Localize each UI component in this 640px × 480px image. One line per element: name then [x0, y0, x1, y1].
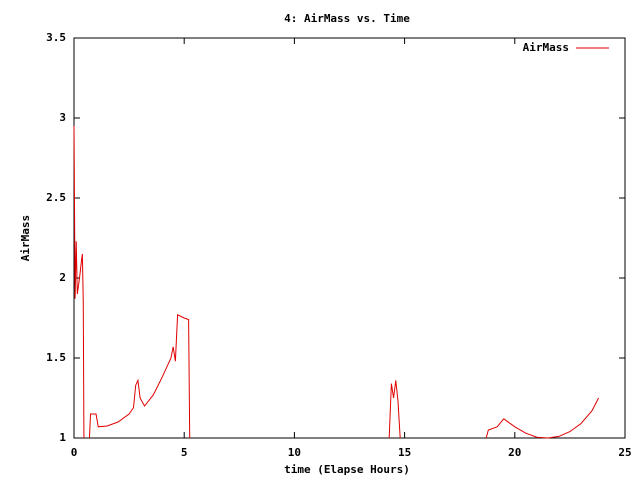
- x-tick-label: 20: [508, 446, 521, 459]
- plot-frame: [73, 37, 626, 439]
- y-tick-label: 2.5: [46, 191, 66, 204]
- x-tick-label: 5: [181, 446, 188, 459]
- y-tick-label: 1.5: [46, 351, 66, 364]
- x-tick-label: 25: [618, 446, 631, 459]
- y-tick-label: 3.5: [46, 31, 66, 44]
- x-tick-label: 15: [398, 446, 411, 459]
- y-axis-label: AirMass: [19, 215, 32, 261]
- x-tick-label: 10: [288, 446, 301, 459]
- y-tick-label: 1: [59, 431, 66, 444]
- y-tick-label: 3: [59, 111, 66, 124]
- data-line: [73, 125, 599, 439]
- y-tick-label: 2: [59, 271, 66, 284]
- chart-title: 4: AirMass vs. Time: [284, 12, 410, 25]
- x-tick-label: 0: [71, 446, 78, 459]
- x-axis-label: time (Elapse Hours): [284, 463, 410, 476]
- legend-label: AirMass: [523, 41, 569, 54]
